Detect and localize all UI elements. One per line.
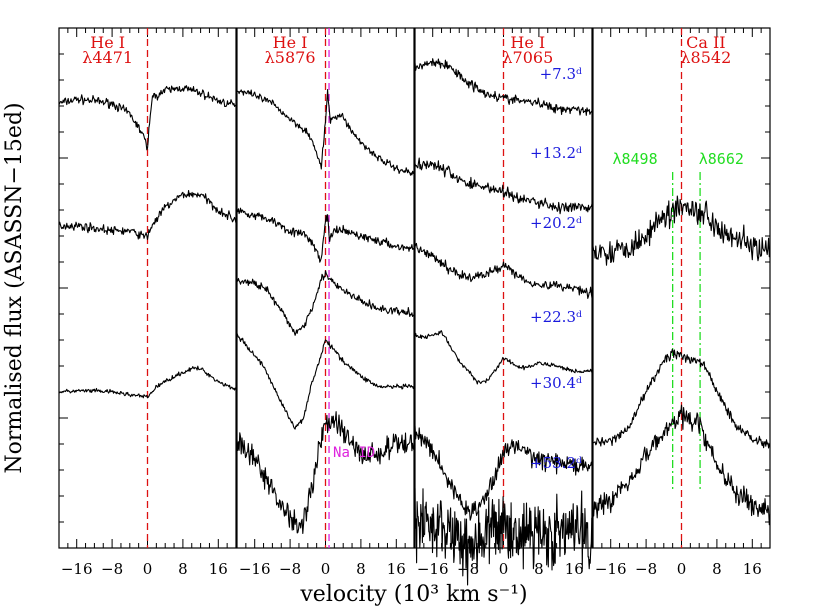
x-tick-label: 16 bbox=[743, 560, 762, 578]
x-axis-title: velocity (10³ km s⁻¹) bbox=[299, 582, 527, 607]
spectrum-line bbox=[414, 242, 593, 299]
line-wavelength-label: λ8542 bbox=[680, 48, 731, 67]
spectrum-line bbox=[414, 58, 593, 116]
x-tick-label: 0 bbox=[677, 560, 687, 578]
x-tick-label: 8 bbox=[712, 560, 722, 578]
x-tick-label: 8 bbox=[178, 560, 188, 578]
x-tick-label: 8 bbox=[534, 560, 544, 578]
x-tick-label: −8 bbox=[279, 560, 301, 578]
spectrum-line bbox=[236, 207, 415, 263]
spectrum-line bbox=[414, 425, 593, 521]
epoch-label: +13.2ᵈ bbox=[530, 144, 582, 162]
spectrum-line bbox=[414, 157, 593, 215]
line-wavelength-label: λ4471 bbox=[82, 48, 133, 67]
x-tick-label: 0 bbox=[499, 560, 509, 578]
x-tick-label: 0 bbox=[321, 560, 331, 578]
line-name-label: He I bbox=[90, 33, 125, 52]
spectrum-line bbox=[58, 85, 237, 151]
epoch-label: +20.2ᵈ bbox=[530, 214, 582, 232]
y-axis-title: Normalised flux (ASASSN−15ed) bbox=[2, 102, 27, 473]
line-wavelength-label: λ7065 bbox=[502, 48, 553, 67]
secondary-line-label: λ8498 bbox=[612, 150, 657, 168]
epoch-label: +53.2ᵈ bbox=[530, 454, 582, 472]
line-wavelength-label: λ5876 bbox=[265, 48, 316, 67]
x-tick-label: 0 bbox=[143, 560, 153, 578]
spectrum-line bbox=[236, 270, 415, 336]
x-tick-label: 16 bbox=[209, 560, 228, 578]
line-name-label: He I bbox=[273, 33, 308, 52]
x-tick-label: 16 bbox=[387, 560, 406, 578]
spectrum-line bbox=[236, 333, 415, 430]
x-tick-label: 8 bbox=[356, 560, 366, 578]
spectrum-line bbox=[592, 195, 771, 266]
spectrum-line bbox=[414, 488, 593, 586]
epoch-label: +22.3ᵈ bbox=[530, 308, 582, 326]
secondary-line-label: λ8662 bbox=[699, 150, 744, 168]
x-tick-label: −16 bbox=[595, 560, 627, 578]
x-tick-label: −8 bbox=[635, 560, 657, 578]
x-tick-label: −16 bbox=[239, 560, 271, 578]
epoch-label: +7.3ᵈ bbox=[540, 65, 582, 83]
spectrum-line bbox=[58, 189, 237, 240]
x-tick-label: −16 bbox=[417, 560, 449, 578]
spectrum-line bbox=[414, 330, 593, 385]
na-id-label: Na ID bbox=[333, 445, 375, 461]
spectrum-line bbox=[58, 365, 237, 399]
x-tick-label: 16 bbox=[565, 560, 584, 578]
spectrum-line bbox=[236, 411, 415, 535]
x-tick-label: −8 bbox=[101, 560, 123, 578]
spectrum-line bbox=[592, 404, 771, 526]
spectrum-line bbox=[592, 348, 771, 449]
spectrum-line bbox=[236, 89, 415, 176]
x-tick-label: −16 bbox=[61, 560, 93, 578]
line-name-label: Ca II bbox=[686, 33, 726, 52]
line-name-label: He I bbox=[510, 33, 545, 52]
epoch-label: +30.4ᵈ bbox=[530, 374, 582, 392]
